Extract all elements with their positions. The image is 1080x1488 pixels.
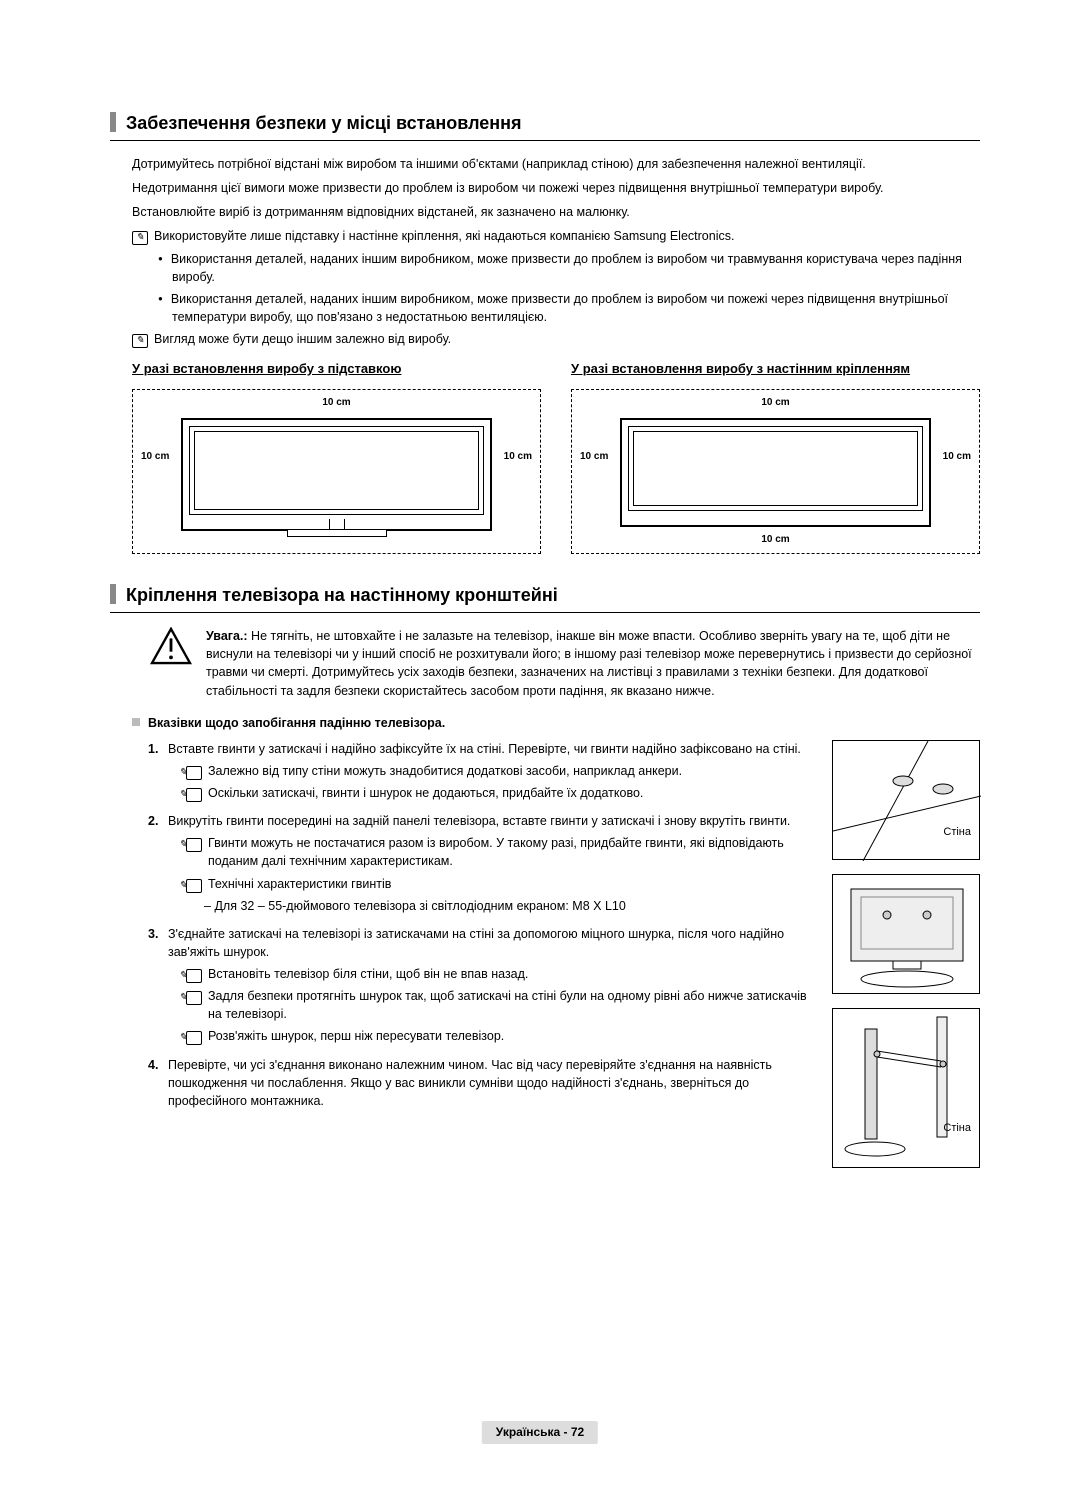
step3-text: З'єднайте затискачі на телевізорі із зат… [168,927,784,959]
section1-p3: Встановлюйте виріб із дотриманням відпов… [132,203,980,221]
note1-text: Використовуйте лише підставку і настінне… [154,229,734,243]
section1-note2: ✎ Вигляд може бути дещо іншим залежно від… [132,330,980,348]
note-icon: ✎ [132,231,148,245]
caution-body: Не тягніть, не штовхайте і не залазьте н… [206,629,972,697]
guidelines-title: Вказівки щодо запобігання падінню телеві… [132,714,980,732]
step2-noteA: ✎ Гвинти можуть не постачатися разом із в… [186,834,814,870]
diagram-stand-title: У разі встановлення виробу з підставкою [132,360,541,379]
tv-screen-wall [628,426,923,511]
note-icon: ✎ [132,334,148,348]
step3-noteB: ✎ Задля безпеки протягніть шнурок так, що… [186,987,814,1023]
step3-noteB-text: Задля безпеки протягніть шнурок так, щоб… [208,989,807,1021]
step3-noteC-text: Розв'яжіть шнурок, перш ніж пересувати т… [208,1029,504,1043]
fig3-wall-label: Стіна [943,1121,971,1137]
page-footer: Українська - 72 [482,1421,598,1444]
diagram-wall-box: 10 cm 10 cm 10 cm 10 cm [571,389,980,554]
step2-text: Викрутіть гвинти посередині на задній па… [168,814,790,828]
note-icon: ✎ [186,788,202,802]
note-icon: ✎ [186,1031,202,1045]
section1-title: Забезпечення безпеки у місці встановленн… [110,110,980,141]
fig1-wall-label: Стіна [943,825,971,841]
step1-noteB-text: Оскільки затискачі, гвинти і шнурок не д… [208,786,643,800]
step1-noteA-text: Залежно від типу стіни можуть знадобитис… [208,764,682,778]
step2-dash: – Для 32 – 55-дюймового телевізора зі св… [204,897,814,915]
caution-label: Увага.: [206,629,248,643]
step2-noteB: ✎ Технічні характеристики гвинтів [186,875,814,893]
diagrams-row: У разі встановлення виробу з підставкою … [132,360,980,554]
diagram-wall-col: У разі встановлення виробу з настінним к… [571,360,980,554]
step4-text: Перевірте, чи усі з'єднання виконано нал… [168,1058,772,1108]
step2-dash-text: Для 32 – 55-дюймового телевізора зі світ… [214,899,625,913]
caution-text: Увага.: Не тягніть, не штовхайте і не за… [206,627,980,700]
step2-noteB-text: Технічні характеристики гвинтів [208,877,391,891]
figure-wall-anchors: Стіна [832,740,980,860]
dimB-bottom: 10 cm [761,533,789,548]
guidelines-row: 1. Вставте гвинти у затискачі і надійно … [110,740,980,1168]
step1-noteB: ✎ Оскільки затискачі, гвинти і шнурок не … [186,784,814,802]
square-bullet-icon [132,718,140,726]
caution-block: Увага.: Не тягніть, не штовхайте і не за… [150,627,980,700]
step-2: 2. Викрутіть гвинти посередині на задній… [148,812,814,915]
section1-p1: Дотримуйтесь потрібної відстані між виро… [132,155,980,173]
dimB-top: 10 cm [761,396,789,411]
section1-bullet2: Використання деталей, наданих іншим виро… [158,290,980,326]
dimA-left: 10 cm [141,450,169,465]
step-1: 1. Вставте гвинти у затискачі і надійно … [148,740,814,802]
step-3: 3. З'єднайте затискачі на телевізорі із … [148,925,814,1046]
dimB-left: 10 cm [580,450,608,465]
section1-bullet1: Використання деталей, наданих іншим виро… [158,250,980,286]
step3-noteA: ✎ Встановіть телевізор біля стіни, щоб ві… [186,965,814,983]
step3-noteC: ✎ Розв'яжіть шнурок, перш ніж пересувати … [186,1027,814,1045]
step4-num: 4. [148,1056,158,1074]
note-icon: ✎ [186,838,202,852]
guidelines-figs-col: Стіна Стіна [832,740,980,1168]
figure-tv-back [832,874,980,994]
dimB-right: 10 cm [943,450,971,465]
step2-noteA-text: Гвинти можуть не постачатися разом із ви… [208,836,784,868]
note-icon: ✎ [186,879,202,893]
guidelines-text-col: 1. Вставте гвинти у затискачі і надійно … [110,740,814,1168]
section1-p2: Недотримання цієї вимоги може призвести … [132,179,980,197]
section2-title: Кріплення телевізора на настінному кронш… [110,582,980,613]
note-icon: ✎ [186,991,202,1005]
diagram-stand-col: У разі встановлення виробу з підставкою … [132,360,541,554]
step-4: 4. Перевірте, чи усі з'єднання виконано … [148,1056,814,1110]
tv-screen [189,426,484,515]
note2-text: Вигляд може бути дещо іншим залежно від … [154,332,451,346]
diagram-stand-box: 10 cm 10 cm 10 cm [132,389,541,554]
figure-tv-tethered: Стіна [832,1008,980,1168]
steps-list: 1. Вставте гвинти у затискачі і надійно … [148,740,814,1110]
note-icon: ✎ [186,766,202,780]
note-icon: ✎ [186,969,202,983]
warning-icon [150,627,192,665]
tv-wall-illustration [620,418,931,527]
section1-note1: ✎ Використовуйте лише підставку і настінн… [132,227,980,245]
step3-num: 3. [148,925,158,943]
dimA-top: 10 cm [322,396,350,411]
step1-num: 1. [148,740,158,758]
step1-text: Вставте гвинти у затискачі і надійно заф… [168,742,801,756]
dimA-right: 10 cm [504,450,532,465]
tv-stand-illustration [181,418,492,531]
step3-noteA-text: Встановіть телевізор біля стіни, щоб він… [208,967,528,981]
diagram-wall-title: У разі встановлення виробу з настінним к… [571,360,980,379]
step2-num: 2. [148,812,158,830]
step1-noteA: ✎ Залежно від типу стіни можуть знадобити… [186,762,814,780]
guidelines-title-text: Вказівки щодо запобігання падінню телеві… [148,716,445,730]
